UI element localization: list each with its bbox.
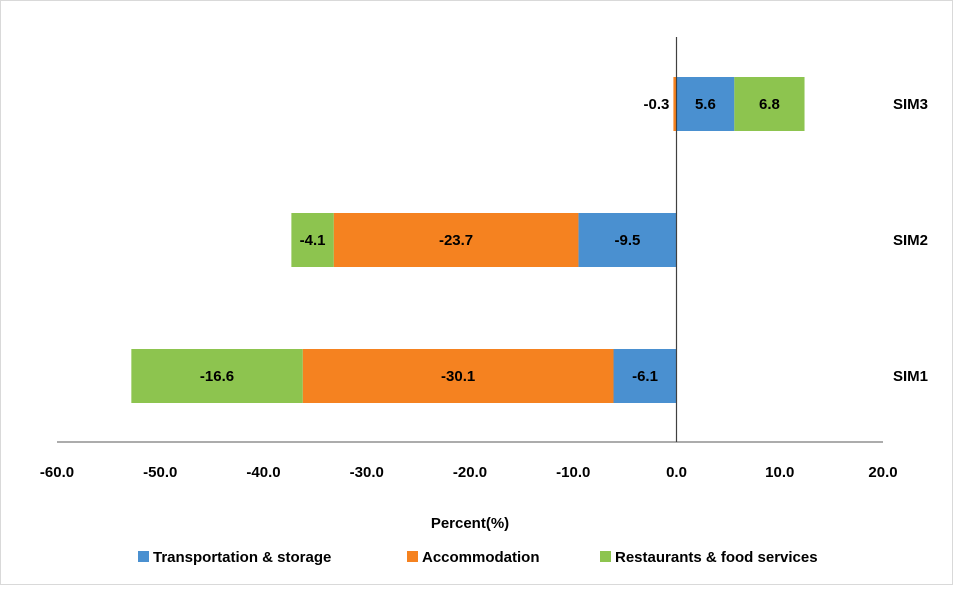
bar-sim3-series-2 [673, 77, 677, 131]
x-axis-title: Percent(%) [431, 515, 509, 532]
x-tick-label: 10.0 [765, 464, 794, 481]
data-label-sim1-series-2: -30.1 [441, 368, 475, 385]
category-label-sim3: SIM3 [893, 96, 928, 113]
bar-sim1-series-3 [131, 349, 303, 403]
axis-layer: -60.0 -50.0 -40.0 -30.0 -20.0 -10.0 0.0 10.0 20.… [40, 37, 898, 481]
bars-layer [131, 77, 805, 403]
x-tick-label: 20.0 [868, 464, 897, 481]
x-tick-label: -60.0 [40, 464, 74, 481]
bar-sim1-series-2 [302, 349, 614, 403]
data-label-sim3-series-3: 6.8 [759, 96, 780, 113]
x-tick-label: -40.0 [246, 464, 280, 481]
x-tick-label: -10.0 [556, 464, 590, 481]
data-label-sim2-series-1: -9.5 [615, 232, 641, 249]
data-label-sim3-series-2: -0.3 [644, 96, 670, 113]
bar-sim2-series-2 [333, 213, 579, 267]
bar-sim2-series-3 [291, 213, 334, 267]
legend-label-3: Restaurants & food services [615, 549, 818, 566]
legend-label-1: Transportation & storage [153, 549, 331, 566]
data-label-sim1-series-1: -6.1 [632, 368, 658, 385]
bar-sim1-series-1 [613, 349, 677, 403]
data-label-sim2-series-2: -23.7 [439, 232, 473, 249]
bar-sim3-series-3 [734, 77, 805, 131]
x-tick-label: -20.0 [453, 464, 487, 481]
category-label-sim1: SIM1 [893, 368, 928, 385]
data-label-sim1-series-3: -16.6 [200, 368, 234, 385]
bar-sim3-series-1 [676, 77, 735, 131]
legend-swatch-3 [600, 551, 611, 562]
data-label-sim2-series-3: -4.1 [300, 232, 326, 249]
data-labels-layer: 5.6 -0.3 6.8 SIM3 -9.5 -23.7 -4.1 SIM2 -6.1 -30.1… [200, 96, 928, 385]
legend-swatch-1 [138, 551, 149, 562]
x-tick-label: -30.0 [350, 464, 384, 481]
x-tick-label: 0.0 [666, 464, 687, 481]
legend-swatch-2 [407, 551, 418, 562]
x-tick-label: -50.0 [143, 464, 177, 481]
category-label-sim2: SIM2 [893, 232, 928, 249]
legend-label-2: Accommodation [422, 549, 540, 566]
bar-sim2-series-1 [578, 213, 677, 267]
legend: Transportation & storage Accommodation Res… [138, 549, 818, 566]
data-label-sim3-series-1: 5.6 [695, 96, 716, 113]
